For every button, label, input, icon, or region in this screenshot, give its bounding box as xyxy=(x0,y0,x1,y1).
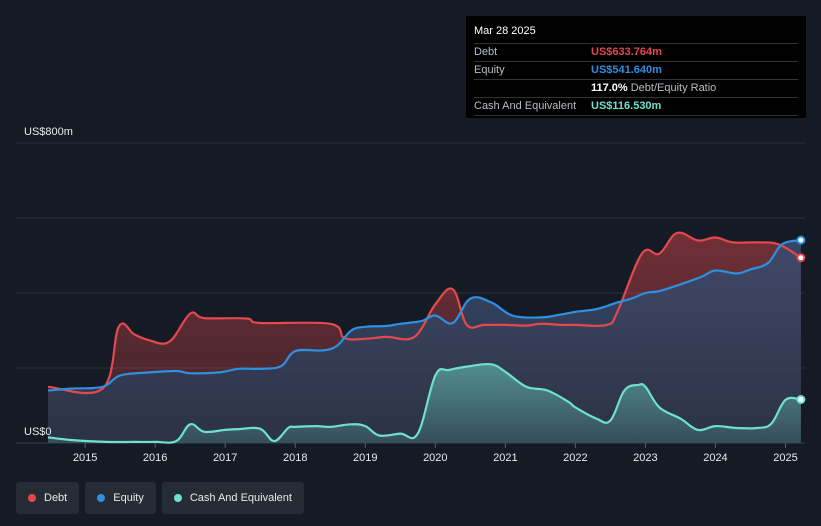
tooltip-cash-value: US$116.530m xyxy=(591,100,662,112)
x-axis: 2015 2016 2017 2018 2019 2020 2021 2022 2023 2024… xyxy=(73,443,798,464)
x-tick-label: 2020 xyxy=(423,452,447,464)
tooltip-debt-row: Debt US$633.764m xyxy=(474,44,798,62)
x-tick-label: 2024 xyxy=(703,452,727,464)
cash-dot-icon xyxy=(173,494,182,502)
x-tick-label: 2025 xyxy=(773,452,797,464)
x-tick-label: 2019 xyxy=(353,452,377,464)
equity-line xyxy=(47,239,802,392)
series-areas xyxy=(48,232,801,443)
x-tick-label: 2016 xyxy=(143,452,167,464)
tooltip-ratio-label: Debt/Equity Ratio xyxy=(630,82,717,94)
end-markers xyxy=(796,235,806,404)
series-lines xyxy=(47,231,802,444)
x-tick-label: 2017 xyxy=(213,452,237,464)
tooltip-equity-label: Equity xyxy=(474,64,505,76)
cash-area xyxy=(48,363,801,443)
legend-label-debt: Debt xyxy=(44,492,68,504)
x-tick-label: 2021 xyxy=(493,452,517,464)
equity-dot-icon xyxy=(97,494,106,502)
legend-item-debt[interactable]: Debt xyxy=(16,482,80,514)
debt-end-marker xyxy=(796,253,806,263)
y-tick-label-top: US$800m xyxy=(24,126,73,138)
x-tick-label: 2022 xyxy=(563,452,587,464)
legend-item-equity[interactable]: Equity xyxy=(85,482,156,514)
equity-end-marker xyxy=(796,235,806,245)
tooltip-panel: Mar 28 2025 Debt US$633.764m Equity US$5… xyxy=(466,16,806,118)
cash-end-marker xyxy=(796,395,806,404)
x-tick-label: 2023 xyxy=(633,452,657,464)
legend-item-cash[interactable]: Cash And Equivalent xyxy=(161,482,304,514)
debt-line xyxy=(47,231,802,395)
legend-label-equity: Equity xyxy=(113,492,144,504)
tooltip-ratio-value: 117.0% xyxy=(591,82,628,94)
tooltip-cash-label: Cash And Equivalent xyxy=(474,100,577,112)
tooltip-cash-row: Cash And Equivalent US$116.530m xyxy=(474,98,798,116)
equity-area xyxy=(48,240,801,443)
legend: Debt Equity Cash And Equivalent xyxy=(16,482,304,514)
tooltip-debt-value: US$633.764m xyxy=(591,46,662,58)
tooltip-ratio-row: 117.0% Debt/Equity Ratio xyxy=(474,80,798,98)
tooltip-date: Mar 28 2025 xyxy=(474,22,798,44)
tooltip-equity-row: Equity US$541.640m xyxy=(474,62,798,80)
y-tick-label-bottom: US$0 xyxy=(24,426,52,438)
x-tick-label: 2018 xyxy=(283,452,307,464)
tooltip-debt-label: Debt xyxy=(474,46,498,58)
legend-label-cash: Cash And Equivalent xyxy=(189,492,292,504)
cash-line xyxy=(47,362,802,444)
x-tick-label: 2015 xyxy=(73,452,97,464)
tooltip-equity-value: US$541.640m xyxy=(591,64,662,76)
debt-dot-icon xyxy=(28,494,36,502)
